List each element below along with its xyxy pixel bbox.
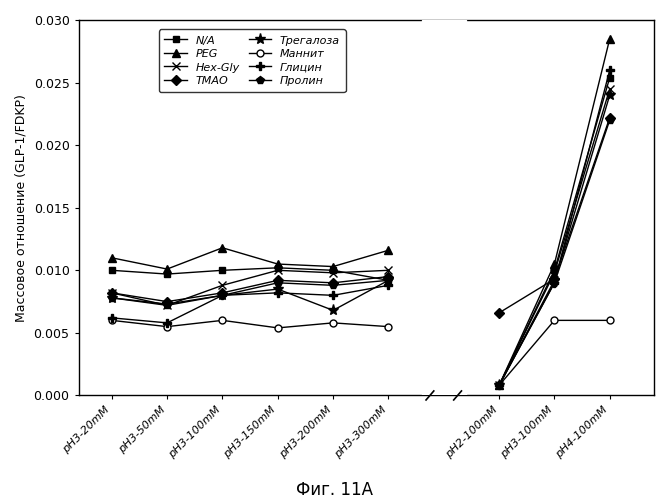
Глицин bbox=[551, 280, 559, 286]
N/A bbox=[495, 382, 503, 388]
N/A bbox=[605, 74, 613, 80]
Line: Hex-Gly: Hex-Gly bbox=[495, 84, 614, 390]
Трегалоза bbox=[551, 278, 559, 283]
TMAO bbox=[605, 114, 613, 120]
Line: N/A: N/A bbox=[496, 74, 613, 389]
Hex-Gly bbox=[495, 382, 503, 388]
Маннит bbox=[605, 318, 613, 324]
Глицин bbox=[605, 67, 613, 73]
Line: Пролин: Пролин bbox=[495, 116, 614, 390]
Глицин bbox=[495, 382, 503, 388]
Трегалоза bbox=[605, 92, 613, 98]
Маннит bbox=[495, 382, 503, 388]
Hex-Gly bbox=[605, 86, 613, 92]
Маннит bbox=[551, 318, 559, 324]
Legend: N/A, PEG, Hex-Gly, TMAO, Трегалоза, Маннит, Глицин, Пролин: N/A, PEG, Hex-Gly, TMAO, Трегалоза, Манн… bbox=[159, 30, 346, 92]
Пролин bbox=[605, 117, 613, 123]
Text: Фиг. 11А: Фиг. 11А bbox=[296, 481, 373, 499]
Line: Глицин: Глицин bbox=[495, 66, 614, 390]
Пролин bbox=[495, 382, 503, 388]
PEG bbox=[605, 36, 613, 42]
TMAO bbox=[495, 310, 503, 316]
Hex-Gly bbox=[551, 270, 559, 276]
Line: TMAO: TMAO bbox=[496, 114, 613, 316]
Y-axis label: Массовое отношение (GLP-1/FDKP): Массовое отношение (GLP-1/FDKP) bbox=[15, 94, 28, 322]
Трегалоза bbox=[495, 382, 503, 388]
PEG bbox=[495, 382, 503, 388]
TMAO bbox=[551, 276, 559, 282]
Line: Маннит: Маннит bbox=[496, 317, 613, 389]
Line: Трегалоза: Трегалоза bbox=[494, 90, 615, 391]
N/A bbox=[551, 268, 559, 274]
PEG bbox=[551, 261, 559, 267]
Пролин bbox=[551, 280, 559, 286]
Bar bbox=[421, 20, 466, 396]
Line: PEG: PEG bbox=[495, 34, 614, 390]
